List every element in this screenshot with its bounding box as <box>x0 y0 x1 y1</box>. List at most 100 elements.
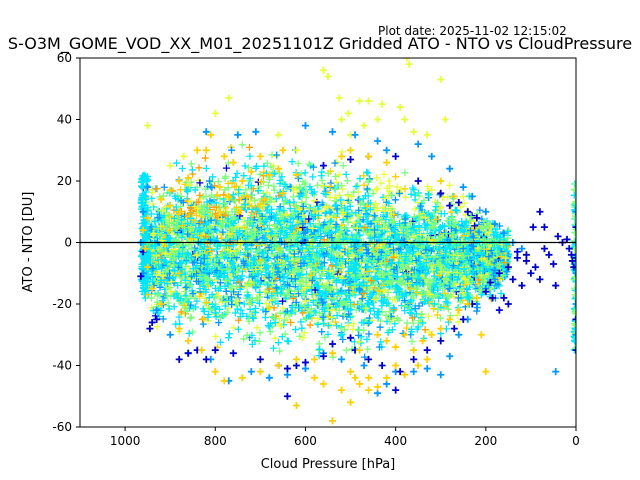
scatter-point <box>299 237 307 245</box>
scatter-point <box>258 212 266 220</box>
scatter-point <box>256 170 264 178</box>
scatter-point <box>267 163 275 171</box>
scatter-point <box>167 278 175 286</box>
scatter-point <box>435 233 443 241</box>
scatter-point <box>291 287 299 295</box>
scatter-point <box>202 164 210 172</box>
scatter-point <box>367 220 375 228</box>
scatter-point <box>253 324 261 332</box>
scatter-point <box>395 259 403 267</box>
scatter-point <box>267 230 275 238</box>
scatter-point <box>292 326 300 334</box>
scatter-point <box>264 181 272 189</box>
scatter-point <box>229 215 237 223</box>
scatter-point <box>322 190 330 198</box>
scatter-point <box>476 267 484 275</box>
scatter-point <box>212 332 220 340</box>
scatter-point <box>430 293 438 301</box>
scatter-point <box>386 229 394 237</box>
scatter-point <box>318 281 326 289</box>
scatter-point <box>200 307 208 315</box>
scatter-point <box>307 262 315 270</box>
scatter-point <box>391 231 399 239</box>
scatter-point <box>481 247 489 255</box>
scatter-point <box>503 247 511 255</box>
scatter-point <box>488 252 496 260</box>
scatter-point <box>299 309 307 317</box>
scatter-point <box>247 211 255 219</box>
scatter-point <box>418 288 426 296</box>
scatter-point <box>201 154 209 162</box>
scatter-point <box>363 282 371 290</box>
scatter-point <box>248 340 256 348</box>
scatter-point <box>251 337 259 345</box>
scatter-point <box>337 196 345 204</box>
scatter-point <box>306 204 314 212</box>
scatter-point <box>280 234 288 242</box>
scatter-point <box>441 265 449 273</box>
scatter-point <box>326 167 334 175</box>
scatter-point <box>328 234 336 242</box>
scatter-point <box>261 288 269 296</box>
scatter-point <box>288 158 296 166</box>
scatter-point <box>263 189 271 197</box>
scatter-point <box>460 232 468 240</box>
scatter-point <box>231 197 239 205</box>
scatter-point <box>466 260 474 268</box>
scatter-point <box>235 186 243 194</box>
scatter-point <box>242 230 250 238</box>
scatter-point <box>178 265 186 273</box>
scatter-point <box>334 289 342 297</box>
scatter-point <box>247 297 255 305</box>
scatter-point <box>377 317 385 325</box>
scatter-point <box>332 214 340 222</box>
scatter-point <box>333 322 341 330</box>
scatter-point <box>256 256 264 264</box>
scatter-point <box>370 295 378 303</box>
scatter-point <box>363 202 371 210</box>
scatter-point <box>339 162 347 170</box>
scatter-point <box>325 229 333 237</box>
scatter-point <box>363 335 371 343</box>
scatter-point <box>433 292 441 300</box>
scatter-point <box>225 230 233 238</box>
scatter-point <box>161 242 169 250</box>
scatter-point <box>274 300 282 308</box>
scatter-point <box>427 247 435 255</box>
scatter-point <box>160 183 168 191</box>
scatter-point <box>215 292 223 300</box>
scatter-point <box>392 173 400 181</box>
scatter-point <box>338 330 346 338</box>
scatter-point <box>386 213 394 221</box>
scatter-point <box>162 268 170 276</box>
scatter-point <box>248 235 256 243</box>
scatter-point <box>420 196 428 204</box>
scatter-point <box>340 240 348 248</box>
scatter-point <box>246 197 254 205</box>
scatter-point <box>453 311 461 319</box>
scatter-point <box>350 219 358 227</box>
scatter-point <box>267 319 275 327</box>
scatter-point <box>300 253 308 261</box>
scatter-point <box>363 168 371 176</box>
scatter-point <box>356 231 364 239</box>
scatter-point <box>378 302 386 310</box>
scatter-point <box>395 316 403 324</box>
scatter-point <box>436 314 444 322</box>
scatter-point <box>393 183 401 191</box>
scatter-point <box>301 169 309 177</box>
scatter-point <box>277 249 285 257</box>
scatter-point <box>212 276 220 284</box>
scatter-point <box>422 246 430 254</box>
scatter-point <box>198 262 206 270</box>
scatter-point <box>335 237 343 245</box>
scatter-point <box>289 184 297 192</box>
scatter-point <box>413 285 421 293</box>
scatter-point <box>147 294 155 302</box>
scatter-point <box>200 255 208 263</box>
scatter-point <box>331 239 339 247</box>
scatter-point <box>444 299 452 307</box>
scatter-point <box>241 162 249 170</box>
scatter-point <box>344 249 352 257</box>
